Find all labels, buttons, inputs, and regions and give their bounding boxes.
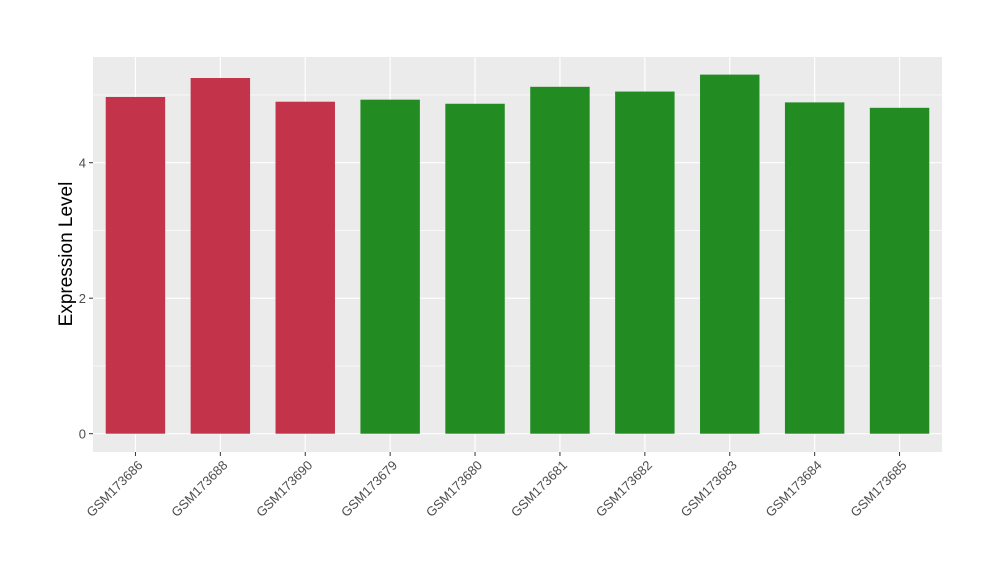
bar-GSM173679 — [360, 99, 420, 434]
bars — [105, 74, 930, 434]
bar-GSM173688 — [190, 78, 251, 434]
bar-GSM173690 — [275, 101, 335, 434]
x-tick-label: GSM173682 — [593, 458, 655, 520]
y-tick-label: 2 — [79, 291, 86, 306]
y-axis-label: Expression Level — [56, 182, 77, 327]
x-tick-label: GSM173684 — [763, 458, 825, 520]
x-tick-label: GSM173681 — [508, 458, 570, 520]
bar-GSM173685 — [869, 107, 930, 434]
x-tick-label: GSM173680 — [423, 458, 485, 520]
y-axis: 0 2 4 — [79, 156, 93, 442]
bar-GSM173683 — [700, 74, 760, 434]
x-tick-label: GSM173686 — [83, 458, 145, 520]
x-tick-label: GSM173690 — [253, 458, 315, 520]
bar-GSM173682 — [615, 91, 675, 434]
bar-GSM173680 — [445, 103, 505, 434]
y-tick-label: 0 — [79, 427, 86, 442]
bar-GSM173686 — [105, 96, 166, 434]
bar-GSM173681 — [530, 86, 590, 434]
x-axis: GSM173686 GSM173688 GSM173690 GSM173679 GSM1… — [83, 452, 910, 520]
x-tick-label: GSM173685 — [847, 458, 909, 520]
x-tick-label: GSM173679 — [338, 458, 400, 520]
x-tick-label: GSM173683 — [678, 458, 740, 520]
bar-GSM173684 — [784, 102, 845, 434]
y-tick-label: 4 — [79, 156, 86, 171]
x-tick-label: GSM173688 — [168, 458, 230, 520]
